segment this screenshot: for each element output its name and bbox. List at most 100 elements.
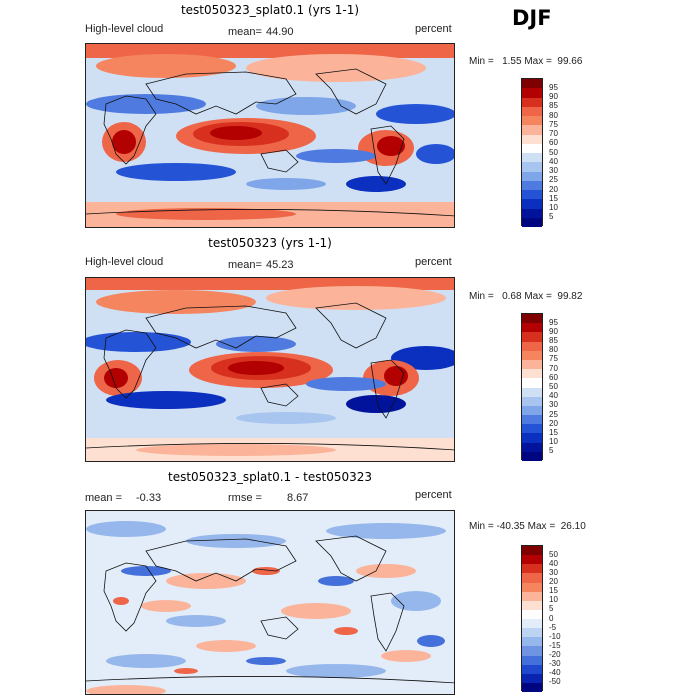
colorbar-tick-label: 50 (549, 549, 558, 559)
colorbar-segment (522, 396, 542, 406)
colorbar-segment (522, 387, 542, 397)
panel2-title: test050323 (yrs 1-1) (208, 236, 332, 250)
colorbar-segment (522, 217, 542, 227)
colorbar-tick-label: 90 (549, 326, 558, 336)
colorbar-tick-label: 20 (549, 418, 558, 428)
panel1-min-max: Min = 1.55 Max = 99.66 (469, 56, 582, 67)
panel1-contour-field (86, 44, 454, 227)
colorbar-segment (522, 79, 542, 89)
colorbar-segment (522, 451, 542, 461)
colorbar-segment (522, 555, 542, 565)
panel1-max-label: Max = (524, 56, 552, 67)
colorbar-segment (522, 655, 542, 665)
panel3-contour-field (86, 511, 454, 694)
colorbar-tick-label: -10 (549, 631, 561, 641)
colorbar-segment (522, 378, 542, 388)
colorbar-segment (522, 143, 542, 153)
colorbar-tick-label: 40 (549, 391, 558, 401)
panel3-units: percent (415, 489, 452, 501)
panel2-max-label: Max = (524, 291, 552, 302)
panel3-mean-value: -0.33 (136, 492, 162, 504)
colorbar-tick-label: 85 (549, 101, 558, 111)
colorbar-tick-label: 40 (549, 156, 558, 166)
colorbar-segment (522, 208, 542, 218)
colorbar-tick-label: -50 (549, 677, 561, 687)
colorbar-tick-label: -15 (549, 640, 561, 650)
colorbar-tick-label: 10 (549, 437, 558, 447)
panel1-min-label: Min = (469, 56, 494, 67)
colorbar-segment (522, 591, 542, 601)
colorbar-segment (522, 359, 542, 370)
colorbar-segment (522, 180, 542, 190)
panel2-mean-value: 45.23 (266, 259, 294, 271)
colorbar-segment (522, 134, 542, 144)
colorbar-segment (522, 116, 542, 126)
colorbar-tick-label: 95 (549, 82, 558, 92)
panel2-min-label: Min = (469, 291, 494, 302)
colorbar-segment (522, 350, 542, 360)
colorbar-tick-label: -30 (549, 659, 561, 669)
panel2-min-value: 0.68 (502, 291, 522, 302)
panel1-colorbar (521, 78, 543, 227)
colorbar-tick-label: 20 (549, 577, 558, 586)
colorbar-tick-label: 0 (549, 613, 554, 623)
panel2-variable: High-level cloud (85, 256, 164, 268)
panel3-colorbar (521, 545, 543, 692)
panel2-units: percent (415, 256, 452, 268)
colorbar-segment (522, 332, 542, 342)
colorbar-tick-label: 60 (549, 138, 558, 148)
colorbar-tick-label: 5 (549, 604, 554, 614)
panel3-title: test050323_splat0.1 - test050323 (167, 470, 372, 484)
colorbar-segment (522, 646, 542, 656)
colorbar-tick-label: 75 (549, 354, 558, 364)
colorbar-segment (522, 442, 542, 452)
colorbar-segment (522, 673, 542, 683)
colorbar-segment (522, 405, 542, 416)
colorbar-segment (522, 582, 542, 592)
colorbar-tick-label: 15 (549, 427, 558, 437)
panel3-mean-label: mean = (85, 492, 122, 504)
colorbar-segment (522, 106, 542, 116)
colorbar-tick-label: 70 (549, 363, 558, 373)
colorbar-tick-label: 30 (549, 567, 558, 577)
colorbar-segment (522, 199, 542, 209)
panel3-min-label: Min = (469, 521, 494, 532)
colorbar-tick-label: -40 (549, 668, 561, 678)
colorbar-segment (522, 171, 542, 181)
colorbar-segment (522, 600, 542, 610)
colorbar-segment (522, 564, 542, 574)
colorbar-segment (522, 369, 542, 379)
panel2-map (85, 277, 455, 462)
colorbar-tick-label: 85 (549, 336, 558, 346)
colorbar-segment (522, 637, 542, 647)
panel1-mean-value: 44.90 (266, 26, 294, 38)
colorbar-tick-label: -20 (549, 650, 561, 659)
colorbar-segment (522, 341, 542, 351)
colorbar-segment (522, 424, 542, 434)
colorbar-tick-label: 80 (549, 110, 558, 120)
colorbar-segment (522, 609, 542, 619)
colorbar-tick-label: 80 (549, 345, 558, 355)
colorbar-segment (522, 619, 542, 629)
colorbar-segment (522, 125, 542, 135)
season-label: DJF (512, 6, 552, 30)
colorbar-tick-label: 10 (549, 203, 558, 212)
panel2-contour-field (86, 278, 454, 461)
panel1-max-value: 99.66 (557, 56, 583, 67)
colorbar-segment (522, 573, 542, 583)
colorbar-tick-label: 40 (549, 558, 558, 568)
panel3-max-value: 26.10 (560, 521, 586, 532)
colorbar-tick-label: 90 (549, 92, 558, 101)
panel3-min-max: Min = -40.35 Max = 26.10 (469, 521, 586, 532)
panel3-rmse-value: 8.67 (287, 492, 309, 504)
panel3-min-value: -40.35 (496, 521, 525, 532)
colorbar-tick-label: 70 (549, 129, 558, 138)
colorbar-tick-label: 95 (549, 317, 558, 327)
colorbar-tick-label: 75 (549, 119, 558, 129)
panel1-min-value: 1.55 (502, 56, 522, 67)
colorbar-segment (522, 664, 542, 674)
colorbar-segment (522, 314, 542, 324)
colorbar-tick-label: 10 (549, 595, 558, 605)
colorbar-tick-label: 25 (549, 409, 558, 419)
colorbar-segment (522, 97, 542, 107)
